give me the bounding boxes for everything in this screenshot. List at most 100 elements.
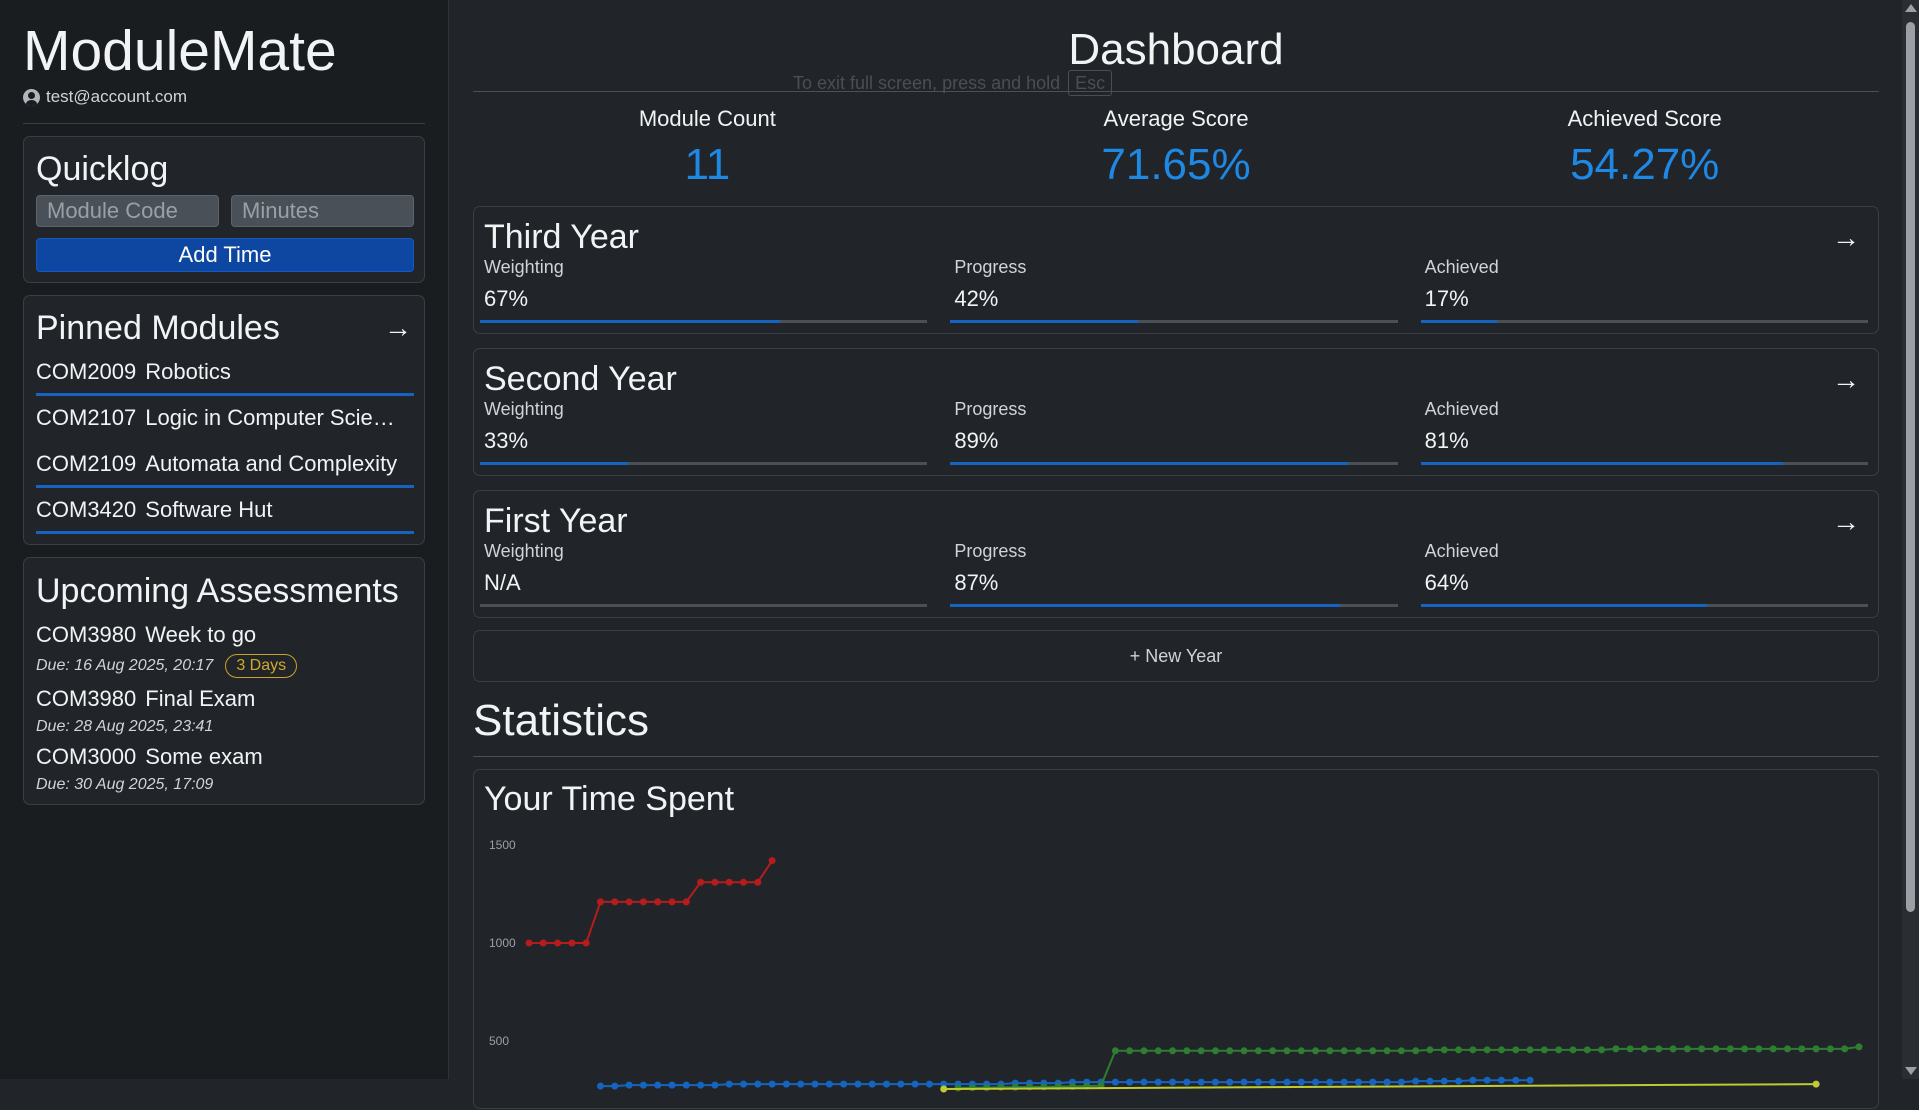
data-point[interactable] (1483, 1046, 1491, 1054)
data-point[interactable] (1569, 1046, 1577, 1054)
data-point[interactable] (1783, 1045, 1791, 1053)
data-point[interactable] (625, 898, 633, 906)
data-point[interactable] (740, 1080, 748, 1088)
data-point[interactable] (1354, 1078, 1362, 1086)
data-point[interactable] (654, 1081, 662, 1089)
data-point[interactable] (1497, 1076, 1505, 1084)
data-point[interactable] (1812, 1045, 1820, 1053)
data-point[interactable] (525, 939, 533, 947)
data-point[interactable] (1626, 1045, 1634, 1053)
assessment-item[interactable]: COM3980 Final Exam Due: 28 Aug 2025, 23:4… (36, 686, 412, 736)
data-point[interactable] (868, 1080, 876, 1088)
data-point[interactable] (1011, 1083, 1019, 1091)
data-point[interactable] (1683, 1045, 1691, 1053)
data-point[interactable] (1812, 1080, 1820, 1088)
data-point[interactable] (582, 939, 590, 947)
data-point[interactable] (740, 878, 748, 886)
data-point[interactable] (768, 857, 776, 865)
data-point[interactable] (1555, 1046, 1563, 1054)
data-point[interactable] (1226, 1078, 1234, 1086)
scroll-down-icon[interactable] (1905, 1067, 1917, 1075)
data-point[interactable] (1412, 1047, 1420, 1055)
data-point[interactable] (897, 1080, 905, 1088)
arrow-right-icon[interactable]: → (1832, 222, 1860, 253)
data-point[interactable] (611, 1082, 619, 1090)
data-point[interactable] (1283, 1047, 1291, 1055)
year-card[interactable]: First Year → Weighting N/A Progress 87% … (473, 490, 1879, 618)
data-point[interactable] (1798, 1045, 1806, 1053)
data-point[interactable] (754, 878, 762, 886)
data-point[interactable] (697, 878, 705, 886)
data-point[interactable] (1469, 1046, 1477, 1054)
data-point[interactable] (668, 1081, 676, 1089)
data-point[interactable] (797, 1080, 805, 1088)
pinned-module-item[interactable]: COM3420 Software Hut (36, 488, 414, 534)
new-year-button[interactable]: + New Year (473, 630, 1879, 682)
data-point[interactable] (1226, 1047, 1234, 1055)
data-point[interactable] (1269, 1078, 1277, 1086)
data-point[interactable] (1297, 1078, 1305, 1086)
scrollbar[interactable] (1902, 0, 1919, 1079)
data-point[interactable] (1769, 1045, 1777, 1053)
data-point[interactable] (1211, 1047, 1219, 1055)
pinned-module-item[interactable]: COM2109 Automata and Complexity (36, 442, 414, 488)
data-point[interactable] (1126, 1047, 1134, 1055)
data-point[interactable] (1369, 1047, 1377, 1055)
data-point[interactable] (768, 1080, 776, 1088)
data-point[interactable] (782, 1080, 790, 1088)
data-point[interactable] (1354, 1047, 1362, 1055)
data-point[interactable] (1841, 1045, 1849, 1053)
data-point[interactable] (1254, 1047, 1262, 1055)
data-point[interactable] (1483, 1076, 1491, 1084)
data-point[interactable] (1655, 1045, 1663, 1053)
arrow-right-icon[interactable]: → (1832, 364, 1860, 395)
add-time-button[interactable]: Add Time (36, 238, 414, 272)
data-point[interactable] (1698, 1045, 1706, 1053)
scrollbar-thumb[interactable] (1906, 22, 1915, 912)
data-point[interactable] (1612, 1045, 1620, 1053)
data-point[interactable] (1469, 1076, 1477, 1084)
data-point[interactable] (1426, 1046, 1434, 1054)
data-point[interactable] (1741, 1045, 1749, 1053)
data-point[interactable] (1826, 1045, 1834, 1053)
data-point[interactable] (597, 1082, 605, 1090)
data-point[interactable] (1526, 1076, 1534, 1084)
data-point[interactable] (911, 1080, 919, 1088)
data-point[interactable] (639, 1081, 647, 1089)
data-point[interactable] (1211, 1078, 1219, 1086)
data-point[interactable] (925, 1080, 933, 1088)
year-card[interactable]: Second Year → Weighting 33% Progress 89%… (473, 348, 1879, 476)
data-point[interactable] (1340, 1047, 1348, 1055)
arrow-right-icon[interactable]: → (1832, 506, 1860, 537)
data-point[interactable] (1312, 1047, 1320, 1055)
account-info[interactable]: test@account.com (23, 87, 425, 107)
data-point[interactable] (682, 898, 690, 906)
data-point[interactable] (1383, 1078, 1391, 1086)
scroll-up-icon[interactable] (1905, 4, 1917, 12)
data-point[interactable] (1183, 1047, 1191, 1055)
data-point[interactable] (1455, 1046, 1463, 1054)
data-point[interactable] (1855, 1043, 1863, 1051)
data-point[interactable] (711, 1081, 719, 1089)
data-point[interactable] (682, 1081, 690, 1089)
data-point[interactable] (1111, 1078, 1119, 1086)
data-point[interactable] (1712, 1045, 1720, 1053)
data-point[interactable] (940, 1085, 948, 1093)
data-point[interactable] (1197, 1047, 1205, 1055)
data-point[interactable] (1640, 1045, 1648, 1053)
data-point[interactable] (1598, 1046, 1606, 1054)
data-point[interactable] (654, 898, 662, 906)
pinned-module-item[interactable]: COM2107 Logic in Computer Scie… (36, 396, 414, 442)
data-point[interactable] (1526, 1046, 1534, 1054)
data-point[interactable] (1669, 1045, 1677, 1053)
data-point[interactable] (568, 939, 576, 947)
year-card[interactable]: Third Year → Weighting 67% Progress 42% … (473, 206, 1879, 334)
data-point[interactable] (840, 1080, 848, 1088)
data-point[interactable] (825, 1080, 833, 1088)
data-point[interactable] (711, 878, 719, 886)
data-point[interactable] (1369, 1078, 1377, 1086)
data-point[interactable] (1397, 1047, 1405, 1055)
data-point[interactable] (1183, 1078, 1191, 1086)
data-point[interactable] (625, 1081, 633, 1089)
data-point[interactable] (725, 878, 733, 886)
